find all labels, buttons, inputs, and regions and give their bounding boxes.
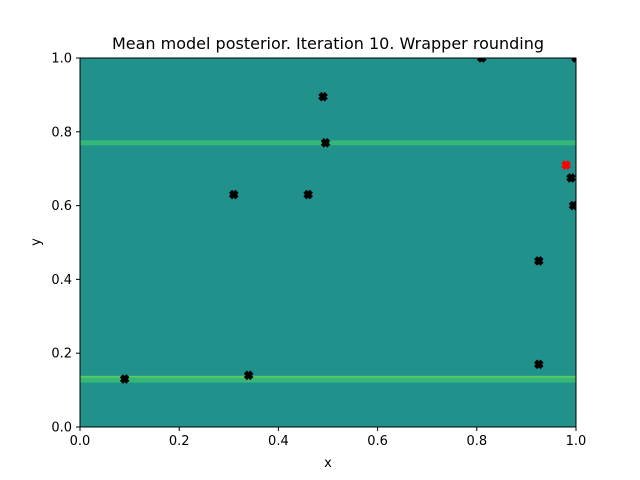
data-point-s0-6-bar-b (476, 58, 487, 63)
x-tick-label-0: 0.0 (70, 434, 91, 449)
data-point-s0-7 (571, 58, 576, 63)
data-point-s1-0 (561, 160, 571, 170)
data-point-s0-8 (566, 173, 576, 183)
data-point-s0-11-bar-b (533, 359, 544, 370)
data-point-s0-10 (533, 256, 544, 266)
data-point-s0-4-bar-b (318, 91, 328, 102)
y-tick-label-5: 1.0 (51, 52, 72, 67)
data-point-s0-10-bar-b (533, 256, 544, 266)
data-point-s1-0-bar-b (561, 160, 571, 170)
data-point-s0-6-bar-a (476, 58, 487, 63)
y-tick-label-4: 0.8 (51, 125, 72, 140)
data-point-s0-3-bar-b (303, 189, 313, 200)
data-point-s0-11 (533, 359, 544, 370)
data-point-s0-3 (303, 189, 313, 200)
posterior-band-2 (80, 377, 576, 383)
x-tick-label-4: 0.8 (466, 434, 487, 449)
data-point-s0-1 (243, 370, 254, 381)
data-point-s0-1-bar-b (243, 370, 254, 381)
data-point-s0-0 (119, 374, 130, 384)
plot-frame (79, 57, 577, 428)
data-point-s0-2 (228, 189, 239, 200)
y-tick-label-3: 0.6 (51, 199, 72, 214)
posterior-field (80, 58, 576, 427)
data-point-s0-7-bar-b (571, 58, 576, 63)
data-point-s0-8-bar-b (566, 173, 576, 183)
x-tick-label-5: 1.0 (566, 434, 587, 449)
x-axis-label: x (324, 456, 332, 471)
y-axis-label: y (29, 238, 44, 246)
axes: 0.0 0.2 0.4 0.6 0.8 1.0 0.0 0.2 0.4 0.6 0.8 1.0 (51, 52, 586, 450)
plot-area (80, 58, 576, 427)
data-point-s0-5-bar-b (320, 138, 331, 148)
x-tick-label-1: 0.2 (169, 434, 190, 449)
data-point-s0-4 (318, 91, 328, 102)
plot-contents (80, 58, 576, 427)
data-point-s0-2-bar-b (228, 189, 239, 200)
data-point-s0-5 (320, 138, 331, 148)
x-tick-label-2: 0.4 (268, 434, 289, 449)
x-tick-label-3: 0.6 (367, 434, 388, 449)
y-tick-label-0: 0.0 (51, 421, 72, 436)
y-tick-label-1: 0.2 (51, 347, 72, 362)
data-point-s0-0-bar-b (119, 374, 130, 384)
data-point-s0-6 (476, 58, 487, 63)
chart-title: Mean model posterior. Iteration 10. Wrap… (112, 34, 544, 53)
y-tick-label-2: 0.4 (51, 273, 72, 288)
